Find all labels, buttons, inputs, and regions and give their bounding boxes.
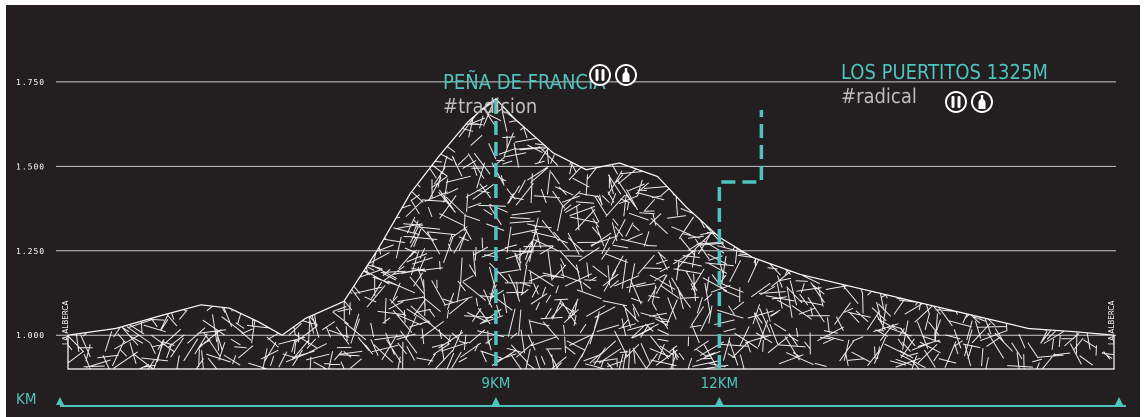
peak-name-label: PEÑA DE FRANCIA	[443, 70, 606, 94]
waypoint-labels: LA ALBERCA LA ALBERCA PEÑA DE FRANCIA#trad…	[61, 60, 1116, 345]
km-marker-label: 9KM	[481, 374, 510, 392]
fork-shape	[951, 96, 955, 108]
waypoint-markers	[494, 100, 764, 369]
elevation-outline	[67, 98, 1115, 370]
pass-tag-label: #radical	[841, 84, 917, 108]
cutlery-icon	[945, 91, 967, 113]
elevation-chart-svg: 1.000 1.250 1.500 1.750 KM 9KM 12KM LA ALBERC…	[16, 60, 1126, 408]
y-tick-labels: 1.000 1.250 1.500 1.750	[16, 78, 45, 340]
cutlery-icon-ring	[591, 66, 609, 84]
start-label: LA ALBERCA	[61, 301, 70, 345]
y-tick-label: 1.000	[16, 331, 45, 340]
cutlery-icon	[589, 64, 611, 86]
wine-bottle-icon	[971, 91, 993, 113]
elevation-chart: 1.000 1.250 1.500 1.750 KM 9KM 12KM LA ALBERC…	[6, 5, 1140, 417]
bottle-shape	[622, 68, 630, 82]
axis-end-marker	[1115, 397, 1123, 405]
y-tick-label: 1.250	[16, 247, 45, 256]
km-marker-triangle	[715, 397, 724, 405]
wine-bottle-icon	[615, 64, 637, 86]
km-marker-label: 12KM	[701, 374, 739, 392]
knife-shape	[957, 96, 961, 108]
axis-start-marker	[56, 397, 64, 405]
grid-lines	[56, 81, 1116, 336]
x-axis: KM 9KM 12KM	[16, 374, 1126, 408]
fork-shape	[595, 69, 599, 81]
y-tick-label: 1.500	[16, 162, 45, 171]
pass-name-label: LOS PUERTITOS 1325M	[841, 60, 1048, 84]
y-tick-label: 1.750	[16, 78, 45, 87]
peak-tag-label: #tradicion	[443, 94, 537, 118]
cutlery-icon-ring	[947, 93, 965, 111]
bottle-shape	[978, 95, 986, 109]
x-axis-label: KM	[16, 390, 37, 408]
pass-marker-line	[717, 110, 764, 369]
km-marker-triangle	[491, 397, 500, 405]
knife-shape	[601, 69, 605, 81]
end-label: LA ALBERCA	[1107, 301, 1116, 345]
